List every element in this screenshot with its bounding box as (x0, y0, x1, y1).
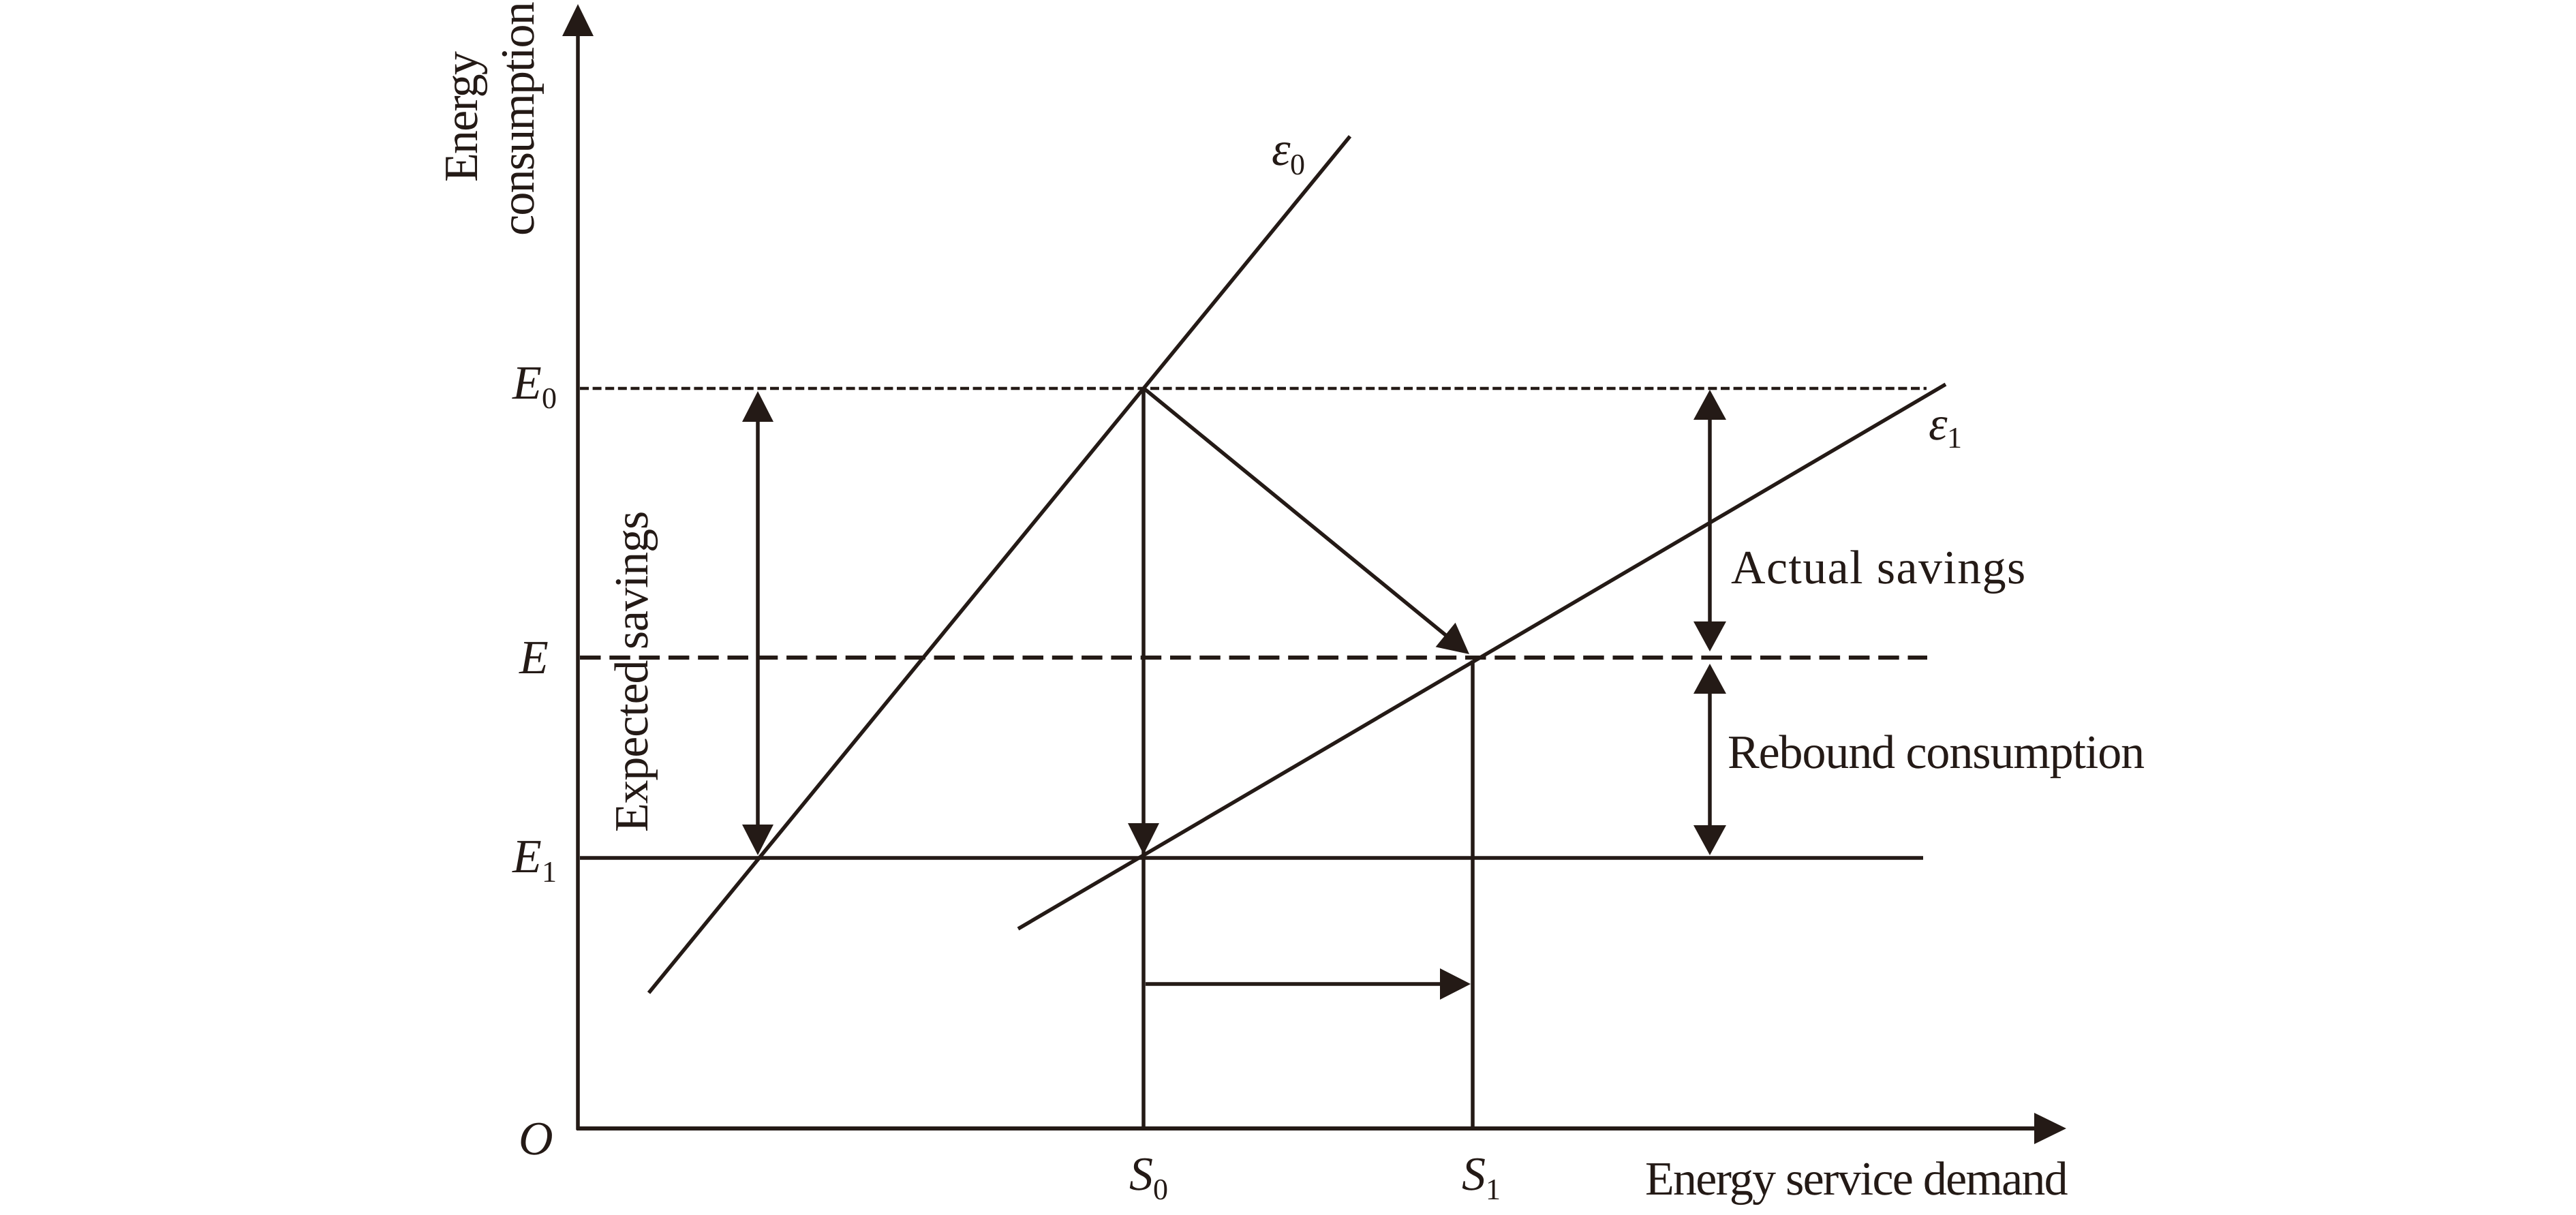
svg-text:consumption: consumption (492, 2, 545, 236)
svg-text:Rebound consumption: Rebound consumption (1728, 726, 2144, 779)
svg-text:1: 1 (1486, 1173, 1501, 1206)
svg-text:ε: ε (1272, 123, 1291, 176)
svg-text:E: E (512, 357, 542, 410)
svg-text:1: 1 (542, 855, 557, 889)
svg-text:S: S (1462, 1148, 1486, 1201)
svg-text:Energy: Energy (435, 51, 488, 182)
svg-text:Actual savings: Actual savings (1731, 542, 2027, 594)
svg-text:E: E (512, 831, 542, 883)
svg-text:1: 1 (1947, 421, 1962, 455)
svg-text:0: 0 (1153, 1173, 1168, 1206)
svg-text:Expected savings: Expected savings (606, 512, 658, 832)
svg-text:S: S (1129, 1148, 1153, 1201)
svg-text:ε: ε (1929, 398, 1948, 450)
svg-text:0: 0 (1290, 148, 1305, 181)
svg-text:E: E (519, 632, 549, 684)
svg-text:Energy service demand: Energy service demand (1645, 1153, 2068, 1205)
svg-text:O: O (519, 1113, 553, 1165)
svg-text:0: 0 (542, 382, 557, 415)
